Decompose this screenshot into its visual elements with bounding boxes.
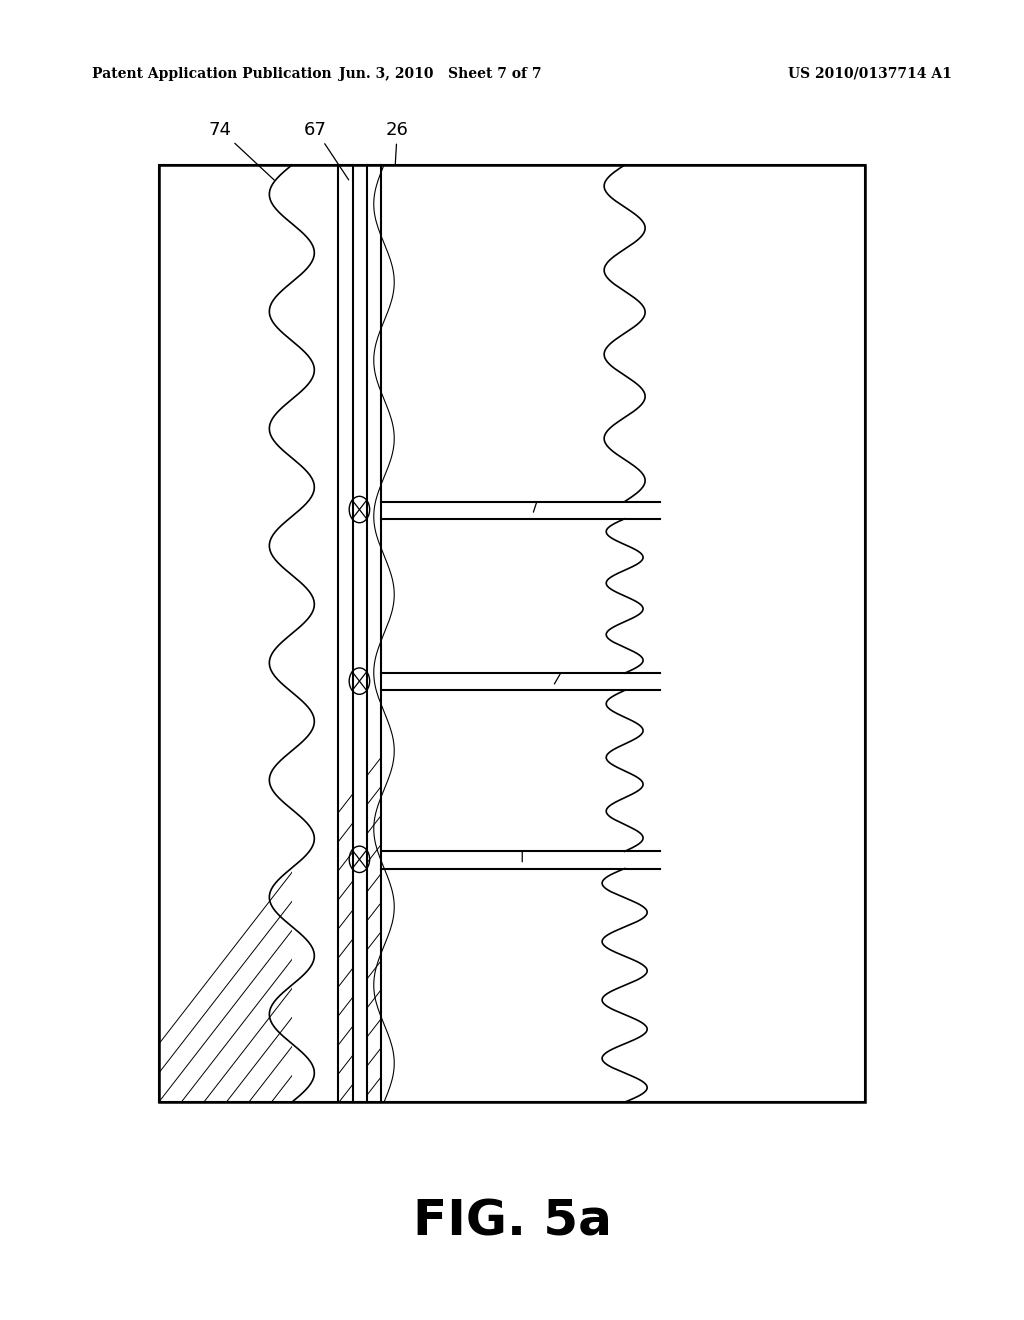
Text: US 2010/0137714 A1: US 2010/0137714 A1 [788, 67, 952, 81]
Text: Patent Application Publication: Patent Application Publication [92, 67, 332, 81]
Text: 26: 26 [386, 120, 409, 180]
Bar [381, 869, 865, 1102]
Bar [381, 673, 865, 690]
Text: 63: 63 [511, 760, 534, 862]
Text: 63: 63 [534, 444, 564, 512]
Text: 67: 67 [304, 120, 349, 180]
Text: 63: 63 [554, 615, 600, 684]
Bar [381, 165, 865, 502]
Bar [381, 502, 865, 519]
Bar [353, 165, 367, 1102]
Bar [159, 165, 865, 1102]
Bar [381, 165, 625, 502]
Bar [159, 165, 865, 1102]
Bar [381, 519, 865, 673]
Bar [381, 519, 625, 673]
Text: 74: 74 [209, 120, 274, 181]
Bar [381, 851, 865, 869]
Bar [381, 690, 865, 851]
Text: FIG. 5a: FIG. 5a [413, 1197, 611, 1245]
Text: Jun. 3, 2010   Sheet 7 of 7: Jun. 3, 2010 Sheet 7 of 7 [339, 67, 542, 81]
Bar [381, 869, 625, 1102]
Bar [292, 165, 338, 1102]
Bar [381, 690, 625, 851]
